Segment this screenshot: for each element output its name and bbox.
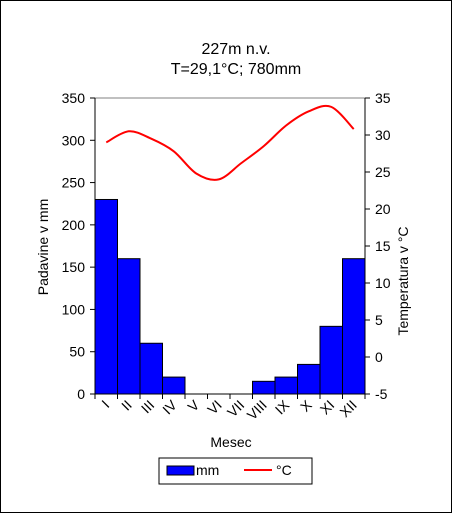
right-axis: -5 0 5 10 15 20 25 30 35 — [364, 90, 391, 402]
x-tick-label-I: I — [98, 397, 112, 411]
x-tick-label-V: V — [184, 396, 202, 414]
left-tick-label: 0 — [77, 386, 85, 402]
x-tick-label-XII: XII — [336, 397, 359, 420]
left-tick-label: 100 — [62, 301, 86, 317]
temperature-line-layer — [105, 104, 355, 181]
chart-title-line1: 227m n.v. — [201, 41, 270, 58]
x-tick-label-VIII: VIII — [244, 397, 270, 423]
left-axis-label: Padavine v mm — [35, 199, 51, 295]
x-tick-label-II: II — [118, 397, 135, 414]
x-tick-label-XI: XI — [317, 397, 338, 418]
bar-III — [139, 342, 163, 395]
right-tick-label: 0 — [375, 349, 383, 365]
bar-IV — [162, 376, 186, 395]
legend: mm °C — [158, 457, 313, 485]
x-tick-label-III: III — [138, 397, 158, 417]
left-tick-label: 350 — [62, 90, 86, 106]
x-tick-label-VI: VI — [204, 397, 225, 418]
right-tick-label: -5 — [375, 386, 388, 402]
bar-XI — [319, 325, 343, 395]
x-tick-label-VII: VII — [224, 397, 247, 420]
left-axis: 0 50 100 150 200 250 300 350 — [62, 90, 96, 402]
chart-title-line2: T=29,1°C; 780mm — [171, 61, 301, 78]
x-axis-label: Mesec — [210, 434, 251, 450]
right-tick-label: 10 — [375, 275, 391, 291]
x-tick-label-IX: IX — [272, 396, 293, 417]
bar-II — [117, 258, 141, 395]
x-tick-label-X: X — [297, 396, 315, 414]
right-tick-label: 20 — [375, 201, 391, 217]
left-tick-label: 50 — [69, 344, 85, 360]
legend-swatch-mm — [166, 465, 195, 476]
right-tick-label: 5 — [375, 312, 383, 328]
bar-IX — [274, 376, 298, 395]
right-tick-label: 25 — [375, 164, 391, 180]
left-tick-label: 150 — [62, 259, 86, 275]
legend-label-mm: mm — [196, 462, 219, 478]
right-axis-label: Temperatura v °C — [395, 226, 411, 335]
legend-label-temperature: °C — [276, 462, 292, 478]
right-tick-label: 30 — [375, 127, 391, 143]
left-tick-label: 250 — [62, 175, 86, 191]
left-tick-label: 300 — [62, 132, 86, 148]
bar-X — [297, 363, 321, 395]
temperature-line — [105, 104, 355, 181]
x-tick-label-IV: IV — [159, 396, 180, 417]
precipitation-bars — [94, 198, 366, 395]
right-tick-label: 15 — [375, 238, 391, 254]
bar-XII — [342, 258, 366, 395]
right-tick-label: 35 — [375, 90, 391, 106]
bar-VIII — [252, 380, 276, 395]
bar-I — [94, 198, 118, 395]
left-tick-label: 200 — [62, 217, 86, 233]
